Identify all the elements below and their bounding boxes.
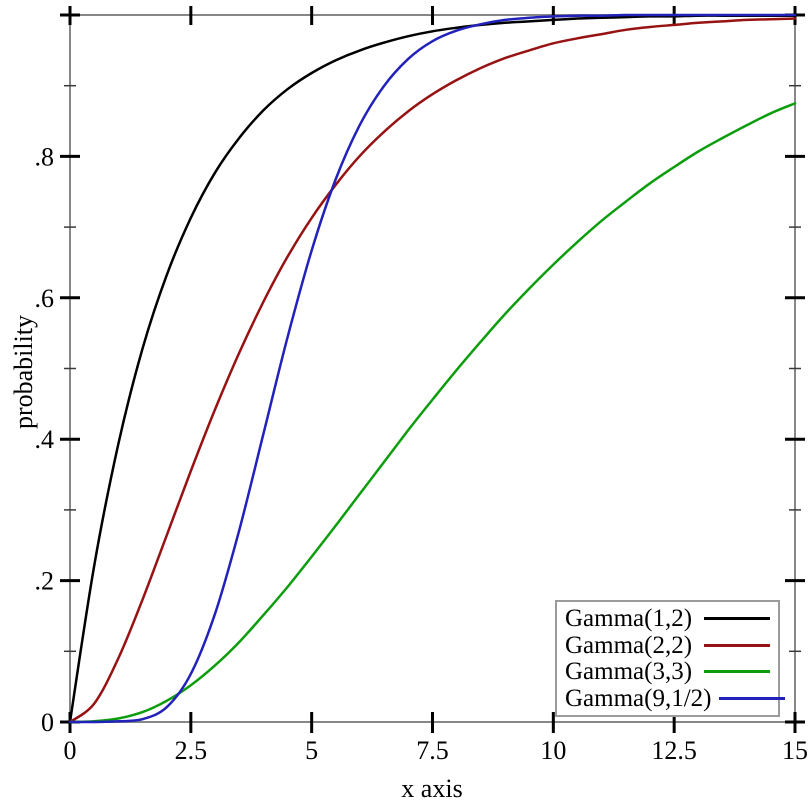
series-line-1 [68,17,797,724]
y-axis-title: probability [9,314,38,430]
legend-item-gamma-2-2: Gamma(2,2) [565,633,770,658]
y-tick-label: .4 [35,425,55,454]
x-tick-label: 7.5 [416,736,449,765]
x-tick-label: 5 [305,736,318,765]
y-tick-label: .2 [35,567,55,596]
legend-label: Gamma(2,2) [565,631,693,659]
series-line-0 [68,14,797,724]
x-tick-label: 0 [64,736,77,765]
series-line-3 [68,13,797,724]
x-tick-label: 12.5 [651,736,697,765]
legend: Gamma(1,2) Gamma(2,2) Gamma(3,3) Gamma(9… [555,600,786,717]
y-tick-label: .8 [35,142,55,171]
x-tick-label: 2.5 [175,736,208,765]
x-tick-label: 10 [540,736,566,765]
legend-label: Gamma(9,1/2) [565,685,712,713]
legend-line-swatch [704,643,770,647]
legend-item-gamma-9-half: Gamma(9,1/2) [565,685,786,713]
x-axis-title: x axis [401,774,463,803]
legend-item-gamma-1-2: Gamma(1,2) [565,606,770,631]
legend-line-swatch [719,697,786,701]
legend-label: Gamma(1,2) [565,604,693,632]
y-tick-label: .6 [35,284,55,313]
x-tick-label: 15 [782,736,808,765]
series-line-2 [68,102,797,724]
legend-item-gamma-3-3: Gamma(3,3) [565,659,770,684]
legend-line-swatch [704,670,770,674]
y-tick-label: 0 [41,708,54,737]
legend-line-swatch [704,616,770,620]
legend-label: Gamma(3,3) [565,658,693,686]
